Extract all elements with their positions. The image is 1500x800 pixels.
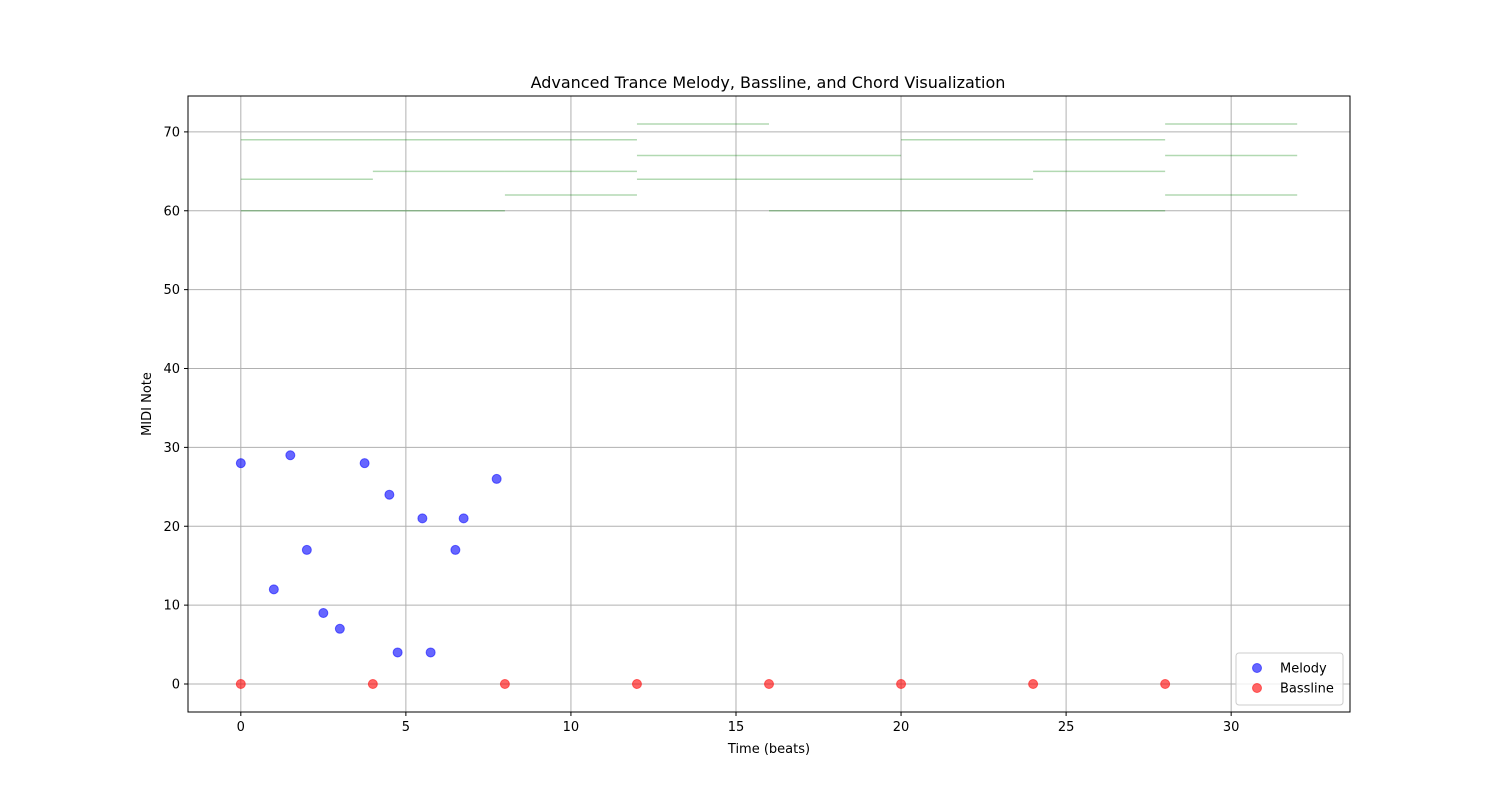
legend: Melody Bassline [1235,652,1344,706]
bassline-point [896,679,907,689]
x-tick-label: 0 [237,720,245,735]
x-tick-label: 10 [563,720,580,735]
y-tick-label: 50 [163,283,180,298]
y-axis-label: MIDI Note [140,372,155,436]
chord-segments [240,123,1298,212]
melody-point [334,623,345,634]
x-tick-label: 25 [1058,720,1075,735]
legend-marker-melody [1252,663,1262,673]
melody-point [491,473,502,484]
y-tick-label: 20 [163,520,180,535]
bassline-point [499,679,510,689]
melody-point [318,608,329,619]
x-tick-label: 20 [893,720,910,735]
bassline-point [1160,679,1171,689]
melody-point [425,647,436,658]
scatter-points [235,450,1171,689]
x-axis-label: Time (beats) [727,742,810,757]
y-tick-label: 0 [172,678,180,693]
bassline-point [235,679,246,689]
y-tick-label: 60 [163,204,180,219]
legend-label-melody: Melody [1280,662,1327,677]
melody-point [450,544,461,555]
bassline-point [631,679,642,689]
legend-marker-bassline [1252,683,1262,693]
y-tick-label: 30 [163,441,180,456]
ticks: 0 5 10 15 20 25 30 0 10 20 30 40 50 60 70 [163,125,1239,735]
y-tick-label: 70 [163,125,180,140]
melody-point [417,513,428,524]
melody-point [268,584,279,595]
melody-point [235,458,246,469]
x-tick-label: 30 [1223,720,1240,735]
bassline-point [764,679,774,689]
melody-point [384,489,395,500]
x-tick-label: 15 [728,720,745,735]
legend-box [1235,652,1344,706]
melody-point [301,544,312,555]
y-tick-label: 40 [163,362,180,377]
y-tick-label: 10 [163,599,180,614]
melody-point [392,647,403,658]
grid [188,96,1350,712]
melody-point [458,513,469,524]
x-tick-label: 5 [402,720,410,735]
chart-title: Advanced Trance Melody, Bassline, and Ch… [531,73,1006,92]
melody-point [285,450,296,461]
bassline-point [367,679,378,689]
legend-label-bassline: Bassline [1280,682,1334,697]
bassline-point [1028,679,1039,689]
plot-frame [187,95,1351,713]
melody-point [359,458,370,469]
